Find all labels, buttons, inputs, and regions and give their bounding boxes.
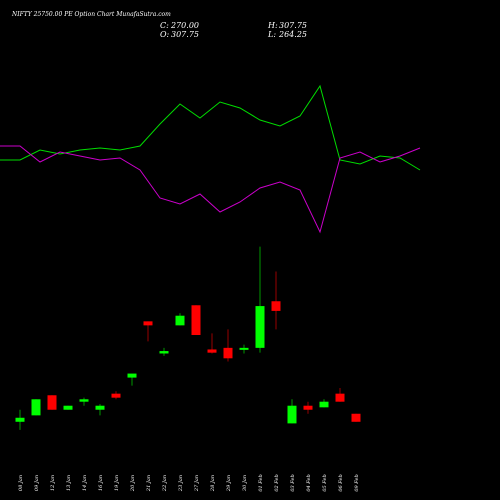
candle-body: [143, 321, 153, 326]
candle-05-feb: [319, 399, 329, 408]
candle-body: [319, 401, 329, 408]
x-axis-ticks: 08 Jan 09 Jan 12 Jan 13 Jan 14 Jan 16 Jan 19 J…: [18, 474, 360, 492]
indicator-line-1: [0, 84, 421, 171]
candle-09-jan: [31, 399, 41, 416]
x-tick-label: 22 Jan: [162, 475, 168, 492]
candle-30-jan: [239, 344, 249, 354]
candle-27-jan: [191, 305, 201, 335]
candle-06-feb: [335, 388, 345, 402]
close-value: 270.00: [170, 21, 199, 30]
x-tick-label: 04 Feb: [306, 474, 312, 491]
indicator-lines: [0, 84, 421, 234]
close-label: C:: [160, 21, 169, 30]
candle-body: [271, 301, 281, 311]
candle-body: [303, 405, 313, 410]
candle-20-jan: [127, 373, 137, 386]
candle-29-jan: [223, 329, 233, 362]
high-value: 307.75: [279, 21, 307, 30]
x-tick-label: 12 Jan: [50, 475, 56, 491]
x-tick-label: 23 Jan: [178, 475, 184, 492]
candle-body: [207, 349, 217, 353]
candle-body: [31, 399, 41, 416]
x-tick-label: 21 Jan: [146, 475, 152, 492]
candle-body: [127, 373, 137, 378]
candle-19-jan: [111, 391, 121, 400]
candle-body: [15, 417, 25, 422]
candle-02-feb: [271, 271, 281, 330]
x-tick-label: 14 Jan: [82, 475, 88, 491]
candle-08-jan: [15, 409, 25, 430]
x-tick-label: 13 Jan: [66, 475, 72, 491]
x-tick-label: 29 Jan: [226, 475, 232, 492]
candle-28-jan: [207, 333, 217, 354]
x-tick-label: 03 Feb: [290, 474, 296, 491]
low-value: 264.25: [278, 30, 307, 39]
candle-body: [351, 413, 361, 422]
candle-22-jan: [159, 347, 169, 356]
x-tick-label: 30 Jan: [242, 475, 248, 491]
candle-body: [95, 405, 105, 410]
x-tick-label: 08 Jan: [18, 475, 24, 491]
candle-03-feb: [287, 399, 297, 424]
x-tick-label: 05 Feb: [322, 474, 328, 491]
x-tick-label: 20 Jan: [130, 475, 136, 492]
candle-body: [63, 405, 73, 410]
x-tick-label: 09 Feb: [354, 474, 360, 491]
candle-01-feb: [255, 246, 265, 353]
candle-body: [191, 305, 201, 335]
candle-13-jan: [63, 405, 73, 410]
candle-23-jan: [175, 313, 185, 326]
candle-body: [255, 306, 265, 348]
candle-body: [79, 399, 89, 402]
open-label: O:: [160, 30, 170, 39]
open-value: 307.75: [171, 30, 199, 39]
candle-14-jan: [79, 397, 89, 406]
candle-16-jan: [95, 404, 105, 416]
candle-body: [159, 351, 169, 354]
candle-21-jan: [143, 321, 153, 342]
low-label: L:: [267, 30, 276, 39]
candle-body: [335, 393, 345, 402]
x-tick-label: 02 Feb: [274, 474, 280, 491]
candle-body: [223, 347, 233, 359]
x-tick-label: 28 Jan: [210, 475, 216, 492]
high-label: H:: [267, 21, 278, 30]
candle-body: [239, 347, 249, 350]
x-tick-label: 01 Feb: [258, 474, 264, 491]
x-tick-label: 27 Jan: [194, 475, 200, 492]
chart-title: NIFTY 25750.00 PE Option Chart MunafaSut…: [11, 11, 171, 18]
candle-body: [287, 405, 297, 424]
x-tick-label: 09 Jan: [34, 475, 40, 491]
candle-09-feb: [351, 413, 361, 422]
candle-body: [111, 393, 121, 398]
x-tick-label: 16 Jan: [98, 475, 104, 491]
candle-12-jan: [47, 395, 57, 410]
x-tick-label: 06 Feb: [338, 474, 344, 491]
candle-body: [175, 315, 185, 326]
x-tick-label: 19 Jan: [114, 475, 120, 491]
candles: [15, 246, 361, 430]
candle-04-feb: [303, 401, 313, 414]
candle-body: [47, 395, 57, 410]
indicator-line-2: [0, 145, 421, 234]
